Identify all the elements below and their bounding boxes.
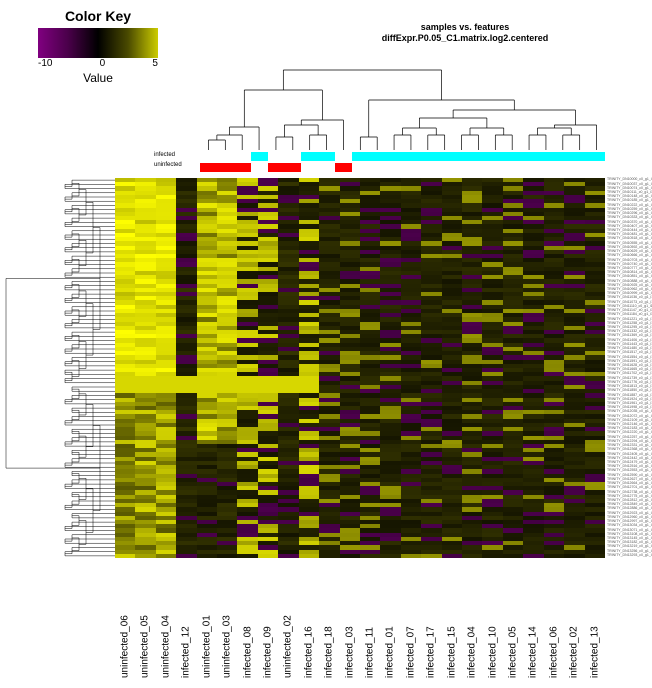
column-dendrogram [200, 55, 605, 150]
column-label: infected_09 [258, 560, 278, 680]
column-label: uninfected_05 [135, 560, 155, 680]
column-label: uninfected_04 [156, 560, 176, 680]
column-label: infected_03 [340, 560, 360, 680]
column-label: infected_06 [544, 560, 564, 680]
column-label: infected_05 [503, 560, 523, 680]
tick: 5 [152, 58, 158, 69]
color-key-title: Color Key [28, 8, 168, 24]
column-label: infected_17 [421, 560, 441, 680]
tick: -10 [38, 58, 52, 69]
column-annotation: infected uninfected [200, 152, 605, 174]
title-line1: samples vs. features [330, 22, 600, 33]
heatmap-grid [115, 178, 605, 558]
plot-title: samples vs. features diffExpr.P0.05_C1.m… [330, 22, 600, 44]
title-line2: diffExpr.P0.05_C1.matrix.log2.centered [330, 33, 600, 44]
tick: 0 [100, 58, 106, 69]
column-labels: uninfected_06uninfected_05uninfected_04i… [115, 560, 605, 680]
column-label: infected_13 [585, 560, 605, 680]
column-label: infected_02 [564, 560, 584, 680]
row-dendrogram [0, 178, 115, 558]
column-label: infected_07 [401, 560, 421, 680]
column-label: uninfected_03 [217, 560, 237, 680]
column-label: infected_16 [299, 560, 319, 680]
column-label: infected_18 [319, 560, 339, 680]
column-label: infected_15 [442, 560, 462, 680]
annot-label-uninfected: uninfected [154, 162, 182, 168]
column-label: uninfected_01 [197, 560, 217, 680]
color-key-label: Value [28, 71, 168, 85]
color-key-ticks: -10 0 5 [38, 58, 158, 69]
column-label: infected_11 [360, 560, 380, 680]
column-label: infected_01 [380, 560, 400, 680]
color-key: Color Key -10 0 5 Value [28, 8, 168, 85]
column-label: infected_04 [462, 560, 482, 680]
column-label: infected_12 [176, 560, 196, 680]
column-label: infected_14 [523, 560, 543, 680]
annot-row-uninfected [200, 163, 605, 172]
color-key-gradient [38, 28, 158, 58]
row-labels: TRINITY_DN10000_c0_g1_i1TRINITY_DN10037_… [607, 178, 652, 558]
annot-label-infected: infected [154, 152, 175, 158]
column-label: uninfected_02 [278, 560, 298, 680]
row-label: TRINITY_DN13293_c0_g1_i1 [607, 554, 652, 558]
column-label: infected_08 [238, 560, 258, 680]
column-label: infected_10 [483, 560, 503, 680]
column-label: uninfected_06 [115, 560, 135, 680]
annot-row-infected [200, 152, 605, 161]
